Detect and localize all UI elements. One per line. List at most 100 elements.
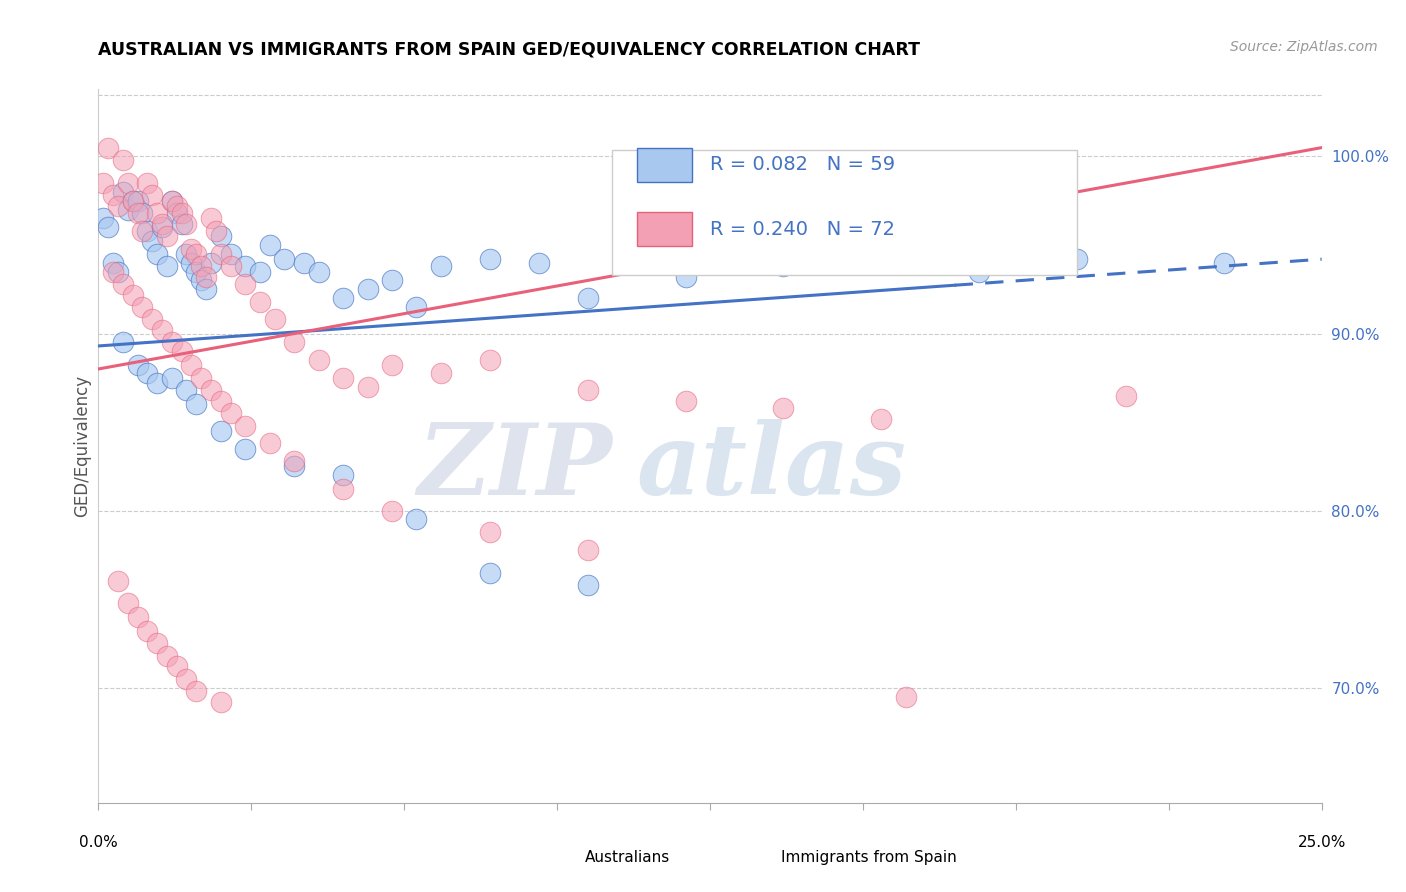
Point [136, 366, 159, 380]
Point [308, 353, 330, 368]
Point [332, 468, 354, 483]
Point [136, 624, 159, 638]
Point [131, 206, 153, 220]
Point [381, 503, 404, 517]
Point [233, 260, 256, 274]
Point [209, 229, 232, 244]
Point [180, 359, 202, 373]
Point [127, 610, 149, 624]
Text: AUSTRALIAN VS IMMIGRANTS FROM SPAIN GED/EQUIVALENCY CORRELATION CHART: AUSTRALIAN VS IMMIGRANTS FROM SPAIN GED/… [98, 40, 921, 58]
Point [117, 202, 139, 217]
Point [209, 695, 232, 709]
Point [176, 217, 198, 231]
Point [146, 636, 169, 650]
Point [156, 648, 179, 663]
Point [190, 260, 212, 274]
Point [772, 401, 794, 415]
Point [259, 238, 281, 252]
Point [381, 359, 404, 373]
Point [121, 287, 143, 301]
Point [233, 418, 256, 433]
Point [146, 247, 169, 261]
Point [107, 199, 129, 213]
Point [405, 300, 427, 314]
Point [259, 436, 281, 450]
Point [160, 194, 183, 208]
Point [576, 383, 599, 397]
Point [186, 264, 208, 278]
Text: R = 0.082   N = 59: R = 0.082 N = 59 [710, 155, 896, 174]
Point [180, 242, 202, 256]
Point [283, 335, 305, 350]
Text: atlas: atlas [637, 419, 907, 516]
Point [176, 383, 198, 397]
Point [675, 393, 697, 408]
Point [117, 596, 139, 610]
Point [160, 194, 183, 208]
Point [200, 383, 222, 397]
Point [1066, 252, 1088, 267]
Point [1115, 388, 1137, 402]
Point [186, 684, 208, 698]
Point [141, 235, 163, 249]
Point [91, 176, 114, 190]
Point [190, 273, 212, 287]
Point [430, 260, 453, 274]
Point [101, 188, 124, 202]
Point [205, 224, 228, 238]
Point [405, 512, 427, 526]
Point [111, 153, 134, 167]
Point [166, 199, 188, 213]
Point [292, 256, 315, 270]
Point [131, 224, 153, 238]
Point [233, 442, 256, 456]
FancyBboxPatch shape [612, 150, 1077, 275]
Point [176, 672, 198, 686]
Point [233, 277, 256, 291]
Point [186, 247, 208, 261]
Text: ZIP: ZIP [418, 419, 612, 516]
Point [190, 371, 212, 385]
Point [150, 323, 173, 337]
Point [186, 397, 208, 411]
Bar [637, 148, 692, 182]
Point [101, 256, 124, 270]
Point [170, 344, 193, 359]
Point [127, 206, 149, 220]
Point [1212, 256, 1234, 270]
Bar [637, 212, 692, 246]
Point [263, 312, 285, 326]
Point [209, 247, 232, 261]
Point [273, 252, 295, 267]
Point [894, 690, 917, 704]
Point [91, 211, 114, 226]
Point [332, 371, 354, 385]
Bar [734, 844, 769, 869]
Point [249, 264, 271, 278]
Point [195, 282, 218, 296]
Point [107, 574, 129, 589]
Point [478, 524, 501, 539]
Point [146, 376, 169, 391]
Point [180, 256, 202, 270]
Point [111, 335, 134, 350]
Point [127, 194, 149, 208]
Point [772, 260, 794, 274]
Point [107, 264, 129, 278]
Point [166, 659, 188, 673]
Point [356, 379, 378, 393]
Point [219, 260, 242, 274]
Point [111, 277, 134, 291]
Bar [538, 844, 574, 869]
Point [101, 264, 124, 278]
Point [170, 217, 193, 231]
Point [283, 459, 305, 474]
Point [156, 229, 179, 244]
Text: Immigrants from Spain: Immigrants from Spain [780, 849, 956, 864]
Point [166, 206, 188, 220]
Point [127, 359, 149, 373]
Text: 25.0%: 25.0% [1298, 835, 1346, 850]
Point [121, 194, 143, 208]
Text: 0.0%: 0.0% [79, 835, 118, 850]
Point [249, 294, 271, 309]
